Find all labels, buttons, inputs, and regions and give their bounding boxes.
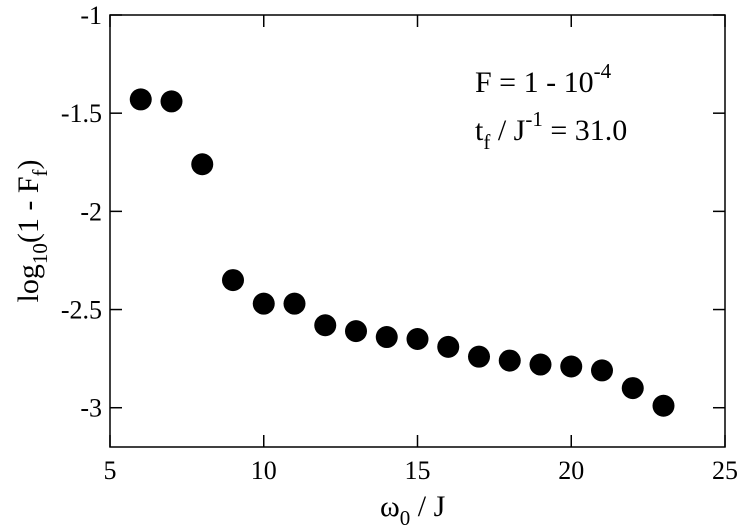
x-axis-title-sub: 0 (400, 506, 411, 527)
x-tick-label: 10 (251, 456, 277, 485)
data-point (160, 90, 183, 113)
y-tick-label: -1 (80, 1, 102, 30)
data-point (529, 353, 552, 376)
data-point (283, 292, 306, 315)
x-axis-title: ω0 / J (380, 490, 446, 527)
y-tick-label: -3 (80, 394, 102, 423)
data-point (314, 314, 337, 337)
y-axis: -3 -2.5 -2 -1.5 -1 (61, 1, 725, 423)
x-tick-label: 5 (104, 456, 117, 485)
annotation-time-mid: / J (490, 114, 525, 147)
data-point (345, 320, 367, 343)
annotation-fidelity-base: F = 1 - 10 (475, 66, 594, 99)
data-point (406, 328, 429, 350)
x-axis: 5 10 15 20 25 (104, 15, 738, 485)
x-tick-label: 20 (558, 456, 584, 485)
data-point (191, 153, 214, 176)
annotation-fidelity-sup: -4 (594, 59, 612, 83)
annotation-time-base: t (475, 114, 484, 147)
data-point (498, 349, 521, 372)
data-point (375, 326, 398, 349)
data-point (591, 359, 613, 382)
y-axis-title-sub: 10 (28, 243, 52, 264)
x-axis-title-rest: / J (410, 490, 445, 523)
annotation-time-sup: -1 (525, 107, 543, 131)
y-axis-title-base: log (12, 264, 45, 302)
data-point (560, 355, 583, 378)
annotation-time-sub: f (483, 130, 490, 154)
x-tick-label: 25 (712, 456, 738, 485)
data-point (129, 88, 152, 111)
annotation-time-end: = 31.0 (543, 114, 627, 147)
data-point (468, 345, 490, 368)
y-tick-label: -2 (80, 197, 102, 226)
data-point (652, 394, 675, 417)
data-point (222, 269, 244, 292)
y-axis-title-end: ) (12, 159, 45, 169)
y-axis-title-mid: (1 - F (12, 176, 45, 243)
y-tick-label: -2.5 (61, 296, 102, 325)
x-tick-label: 15 (405, 456, 431, 485)
y-axis-title-sub2: f (28, 169, 52, 176)
annotation-fidelity: F = 1 - 10-4 (475, 59, 612, 99)
data-point (252, 292, 275, 315)
y-tick-label: -1.5 (61, 99, 102, 128)
data-point (437, 335, 460, 358)
x-axis-title-base: ω (380, 490, 400, 523)
data-points (129, 88, 675, 417)
annotation-time: tf / J-1 = 31.0 (475, 107, 627, 154)
y-axis-title: log10(1 - Ff) (12, 159, 52, 302)
data-point (621, 377, 644, 400)
